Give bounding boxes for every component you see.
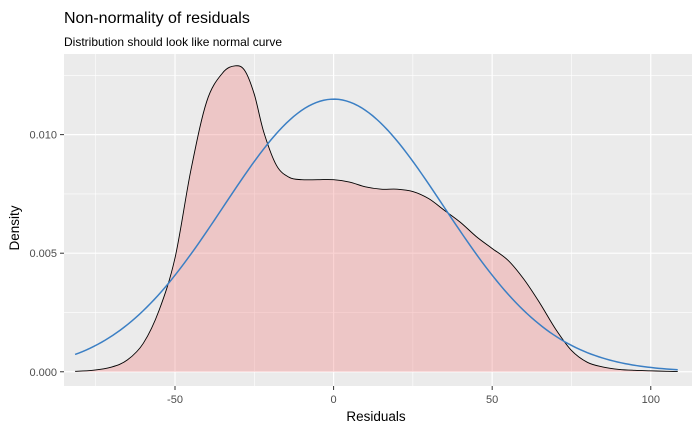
density-line (75, 65, 678, 372)
density-area (75, 65, 678, 372)
y-tick-label: 0.010 (29, 130, 57, 142)
chart-subtitle: Distribution should look like normal cur… (64, 35, 282, 49)
x-tick-label: 100 (642, 394, 660, 406)
chart-title: Non-normality of residuals (64, 10, 250, 27)
x-axis-title: Residuals (346, 409, 406, 424)
x-axis-ticks: -50 0 50 100 (167, 386, 660, 406)
x-tick-label: 0 (331, 394, 337, 406)
x-tick-label: 50 (486, 394, 498, 406)
y-axis-ticks: 0.000 0.005 0.010 (29, 130, 64, 379)
plot-panel (64, 54, 692, 386)
y-axis-title: Density (7, 205, 22, 250)
grid-minor (64, 54, 692, 386)
y-tick-label: 0.000 (29, 367, 57, 379)
x-tick-label: -50 (167, 394, 183, 406)
y-tick-label: 0.005 (29, 248, 57, 260)
normal-curve-line (74, 98, 678, 371)
grid-major (64, 54, 692, 386)
